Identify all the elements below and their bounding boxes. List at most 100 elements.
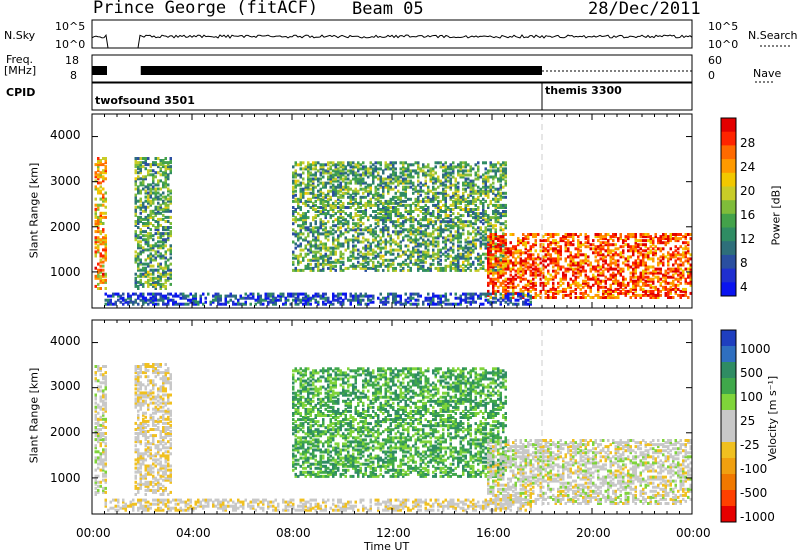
power-echo-cell — [414, 218, 417, 222]
power-echo-cell — [542, 287, 545, 291]
power-echo-cell — [472, 260, 475, 264]
power-echo-cell — [97, 276, 100, 280]
power-echo-cell — [504, 261, 507, 265]
power-echo-cell — [444, 183, 447, 187]
power-echo-cell — [379, 238, 382, 242]
power-echo-cell — [299, 175, 302, 179]
power-echo-cell — [597, 265, 600, 269]
power-echo-cell — [447, 193, 450, 197]
power-echo-cell — [167, 276, 170, 280]
power-echo-cell — [299, 268, 302, 272]
power-echo-cell — [447, 173, 450, 177]
power-echo-cell — [159, 224, 162, 227]
power-echo-cell — [509, 261, 512, 265]
power-echo-cell — [429, 197, 432, 201]
power-echo-cell — [372, 195, 375, 199]
power-echo-cell — [622, 287, 625, 291]
power-echo-cell — [482, 206, 485, 209]
power-echo-cell — [372, 177, 375, 181]
power-echo-cell — [94, 242, 97, 246]
power-echo-cell — [157, 205, 160, 209]
power-echo-cell — [579, 243, 582, 247]
power-echo-cell — [94, 252, 97, 256]
power-echo-cell — [409, 206, 412, 209]
power-echo-cell — [312, 203, 315, 207]
power-echo-cell — [384, 216, 387, 220]
power-echo-cell — [474, 163, 477, 167]
power-echo-cell — [679, 281, 682, 285]
power-echo-cell — [479, 242, 482, 246]
power-echo-cell — [642, 289, 645, 293]
power-echo-cell — [534, 239, 537, 243]
power-echo-cell — [469, 187, 472, 191]
power-echo-cell — [677, 287, 680, 291]
power-echo-cell — [634, 249, 637, 253]
power-echo-cell — [379, 208, 382, 211]
power-echo-cell — [162, 185, 165, 189]
power-echo-cell — [577, 267, 580, 271]
power-echo-cell — [567, 283, 570, 287]
power-echo-cell — [477, 175, 480, 179]
power-echo-cell — [477, 169, 480, 173]
power-echo-cell — [482, 266, 485, 270]
power-echo-cell — [377, 187, 380, 191]
power-echo-cell — [167, 220, 170, 223]
power-echo-cell — [97, 191, 100, 195]
power-echo-cell — [154, 282, 157, 286]
power-echo-cell — [552, 287, 555, 291]
power-echo-cell — [467, 246, 470, 250]
power-echo-cell — [422, 250, 425, 254]
power-echo-cell — [597, 296, 600, 299]
power-echo-cell — [382, 201, 385, 205]
power-echo-cell — [564, 267, 567, 271]
power-echo-cell — [462, 173, 465, 177]
power-echo-cell — [499, 283, 502, 287]
power-echo-cell — [497, 249, 500, 253]
power-echo-cell — [524, 271, 527, 275]
power-echo-cell — [147, 236, 150, 240]
power-echo-cell — [399, 222, 402, 226]
power-echo-cell — [689, 291, 692, 295]
power-echo-cell — [309, 167, 312, 171]
power-echo-cell — [602, 296, 605, 299]
power-echo-cell — [137, 234, 140, 238]
power-echo-cell — [174, 302, 177, 306]
power-echo-cell — [552, 277, 555, 281]
power-echo-cell — [497, 191, 500, 195]
power-echo-cell — [169, 248, 172, 252]
power-echo-cell — [487, 267, 490, 271]
power-echo-cell — [439, 220, 442, 224]
power-echo-cell — [567, 235, 570, 239]
power-echo-cell — [652, 253, 655, 257]
power-echo-cell — [154, 228, 157, 232]
power-echo-cell — [299, 183, 302, 187]
power-echo-cell — [369, 171, 372, 175]
power-echo-cell — [424, 175, 427, 179]
power-echo-cell — [389, 264, 392, 268]
power-echo-cell — [494, 242, 497, 246]
power-echo-cell — [677, 263, 680, 267]
power-echo-cell — [337, 238, 340, 242]
power-echo-cell — [479, 232, 482, 236]
power-echo-cell — [369, 183, 372, 187]
power-echo-cell — [677, 253, 680, 257]
power-echo-cell — [99, 264, 102, 268]
power-echo-cell — [362, 252, 365, 256]
power-echo-cell — [439, 199, 442, 203]
power-echo-cell — [359, 163, 362, 167]
power-echo-cell — [464, 179, 467, 183]
power-echo-cell — [509, 251, 512, 255]
power-echo-cell — [469, 179, 472, 183]
power-echo-cell — [494, 214, 497, 218]
power-echo-cell — [102, 169, 105, 173]
power-echo-cell — [297, 173, 300, 177]
power-echo-cell — [339, 169, 342, 173]
power-echo-cell — [427, 208, 430, 211]
power-echo-cell — [512, 283, 515, 287]
power-echo-cell — [217, 294, 220, 298]
power-echo-cell — [149, 298, 152, 302]
power-echo-cell — [464, 240, 467, 244]
power-echo-cell — [469, 242, 472, 246]
power-echo-cell — [144, 234, 147, 238]
power-echo-cell — [594, 293, 597, 297]
